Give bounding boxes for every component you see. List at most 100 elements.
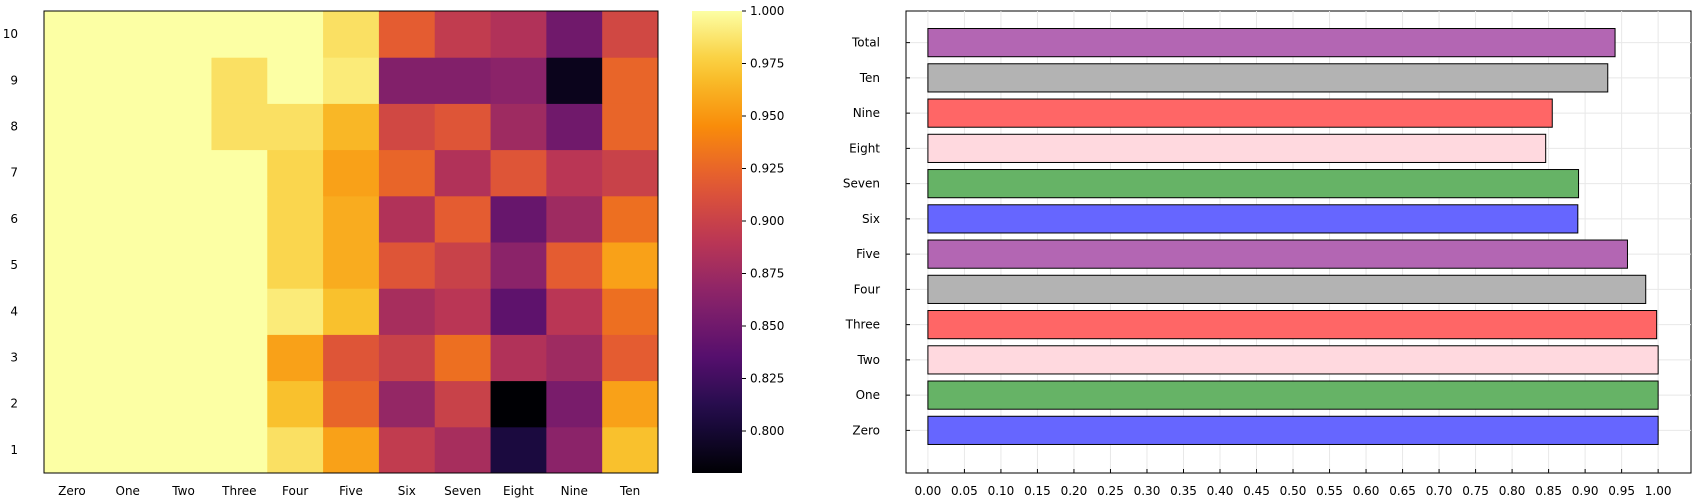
heatmap-cell [434, 103, 492, 151]
heatmap-cell [490, 334, 547, 382]
bar-x-tick-label: 0.90 [1572, 484, 1599, 498]
heatmap-cell [434, 149, 492, 197]
heatmap-cell [99, 57, 157, 104]
heatmap-cell [434, 57, 492, 104]
heatmap-y-tick-label: 5 [10, 258, 18, 272]
bar-x-tick-label: 1.00 [1645, 484, 1672, 498]
heatmap-cell [155, 334, 212, 382]
bar-y-tick-label: Zero [852, 423, 880, 437]
bar-total [927, 28, 1616, 58]
heatmap-cell [378, 195, 436, 243]
heatmap-y-tick-label: 10 [3, 27, 18, 41]
heatmap-cell [267, 380, 324, 428]
heatmap-cell [211, 242, 268, 289]
heatmap-cell [99, 195, 157, 243]
heatmap-cell [323, 334, 380, 382]
heatmap-cell [44, 426, 101, 474]
bar-x-tick-label: 0.70 [1426, 484, 1453, 498]
heatmap-cell [155, 288, 212, 335]
heatmap-cell [546, 380, 603, 428]
heatmap-x-tick-labels: Zero One Two Three Four Five Six Seven Eight Nine… [58, 484, 640, 498]
heatmap-cell [267, 57, 324, 104]
bar-x-tick-label: 0.60 [1353, 484, 1380, 498]
heatmap-cell [211, 57, 268, 104]
colorbar-tick-label: 0.900 [750, 214, 784, 228]
heatmap-y-tick-label: 1 [10, 443, 18, 457]
heatmap-x-tick-label: Nine [561, 484, 588, 498]
heatmap-y-tick-label: 8 [10, 120, 18, 134]
heatmap-y-tick-label: 3 [10, 351, 18, 365]
heatmap-cell [490, 242, 547, 289]
bar-y-tick-label: Total [851, 36, 880, 50]
bar-zero [927, 415, 1659, 445]
bar-x-tick-label: 0.40 [1207, 484, 1234, 498]
heatmap-cell [546, 242, 603, 289]
bar-three [927, 310, 1658, 340]
bar-ten [927, 63, 1609, 93]
heatmap-cell [602, 380, 659, 428]
bar-eight [927, 133, 1547, 163]
heatmap-cell [267, 11, 324, 58]
heatmap-cell [490, 103, 547, 151]
heatmap-x-tick-label: Five [339, 484, 363, 498]
bar-x-tick-label: 0.00 [915, 484, 942, 498]
bar-four [927, 274, 1647, 304]
heatmap-cell [211, 426, 268, 474]
bar-y-tick-label: Nine [853, 106, 880, 120]
bar-chart-frame [905, 10, 1692, 474]
heatmap-cell [378, 380, 436, 428]
bar-chart-bars [927, 28, 1659, 445]
heatmap-cell [378, 288, 436, 335]
bar-y-tick-label: Five [856, 247, 880, 261]
heatmap-cell [155, 103, 212, 151]
bar-x-tick-label: 0.30 [1134, 484, 1161, 498]
bar-one [927, 380, 1659, 410]
heatmap-cell [44, 149, 101, 197]
heatmap-cell [434, 11, 492, 58]
heatmap-cell [99, 242, 157, 289]
colorbar-tick-label: 0.975 [750, 57, 784, 71]
heatmap-cell [546, 11, 603, 58]
bar-x-tick-label: 0.20 [1061, 484, 1088, 498]
heatmap-cell [99, 11, 157, 58]
heatmap-cells [44, 11, 659, 474]
heatmap-x-tick-label: Eight [503, 484, 534, 498]
heatmap-cell [323, 103, 380, 151]
heatmap-y-tick-label: 7 [10, 166, 18, 180]
heatmap-cell [155, 242, 212, 289]
heatmap-cell [267, 288, 324, 335]
heatmap-x-tick-label: One [116, 484, 140, 498]
heatmap-cell [323, 426, 380, 474]
heatmap-cell [323, 11, 380, 58]
bar-y-tick-label: Three [845, 318, 880, 332]
heatmap-y-tick-label: 4 [10, 304, 18, 318]
bar-y-tick-label: Eight [849, 141, 880, 155]
bar-two [927, 345, 1659, 375]
heatmap-cell [378, 149, 436, 197]
colorbar-tick-label: 0.925 [750, 162, 784, 176]
bar-x-tick-label: 0.65 [1389, 484, 1416, 498]
heatmap-cell [378, 57, 436, 104]
bar-x-tick-label: 0.25 [1097, 484, 1124, 498]
heatmap-cell [44, 242, 101, 289]
heatmap-cell [99, 334, 157, 382]
bar-y-tick-label: Six [862, 212, 880, 226]
heatmap-cell [602, 288, 659, 335]
heatmap-cell [211, 149, 268, 197]
colorbar-tick-label: 0.950 [750, 109, 784, 123]
heatmap-cell [323, 380, 380, 428]
heatmap-cell [323, 149, 380, 197]
heatmap-cell [155, 426, 212, 474]
bar-x-tick-label: 0.05 [951, 484, 978, 498]
heatmap-cell [155, 380, 212, 428]
bar-five [927, 239, 1628, 269]
heatmap-cell [267, 195, 324, 243]
heatmap-cell [99, 426, 157, 474]
heatmap-cell [602, 149, 659, 197]
heatmap-cell [490, 195, 547, 243]
heatmap-cell [99, 103, 157, 151]
bar-x-tick-label: 0.15 [1024, 484, 1051, 498]
heatmap-x-tick-label: Ten [619, 484, 640, 498]
